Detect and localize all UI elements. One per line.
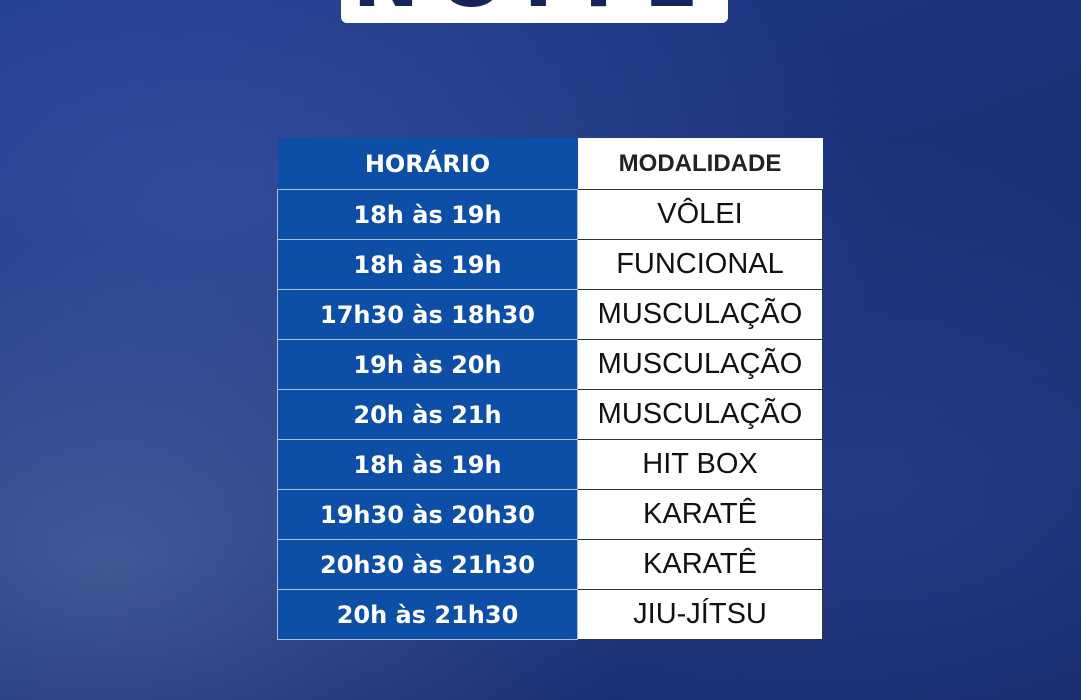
table-row: 19h30 às 20h30 KARATÊ [277,489,823,540]
horario-cell: 20h30 às 21h30 [277,539,578,590]
horario-cell: 20h às 21h [277,389,578,440]
table-row: 18h às 19h HIT BOX [277,439,823,490]
title-text: NOITE [341,0,728,19]
modalidade-cell: VÔLEI [577,189,823,240]
title-banner: NOITE [341,0,728,23]
modalidade-cell: MUSCULAÇÃO [577,339,823,390]
header-modalidade: MODALIDADE [577,138,823,190]
table-row: 18h às 19h VÔLEI [277,189,823,240]
header-horario: HORÁRIO [277,138,578,190]
table-row: 18h às 19h FUNCIONAL [277,239,823,290]
horario-cell: 18h às 19h [277,439,578,490]
table-row: 20h às 21h MUSCULAÇÃO [277,389,823,440]
modalidade-cell: MUSCULAÇÃO [577,289,823,340]
modalidade-cell: KARATÊ [577,539,823,590]
horario-cell: 19h às 20h [277,339,578,390]
horario-cell: 19h30 às 20h30 [277,489,578,540]
modalidade-cell: HIT BOX [577,439,823,490]
schedule-table: HORÁRIO MODALIDADE 18h às 19h VÔLEI 18h às… [277,138,823,640]
modalidade-cell: FUNCIONAL [577,239,823,290]
modalidade-cell: KARATÊ [577,489,823,540]
modalidade-cell: JIU-JÍTSU [577,589,823,640]
table-row: 20h30 às 21h30 KARATÊ [277,539,823,590]
horario-cell: 17h30 às 18h30 [277,289,578,340]
horario-cell: 18h às 19h [277,239,578,290]
modalidade-cell: MUSCULAÇÃO [577,389,823,440]
table-row: 20h às 21h30 JIU-JÍTSU [277,589,823,640]
table-row: 19h às 20h MUSCULAÇÃO [277,339,823,390]
horario-cell: 20h às 21h30 [277,589,578,640]
horario-cell: 18h às 19h [277,189,578,240]
header-row: HORÁRIO MODALIDADE [277,138,823,190]
table-row: 17h30 às 18h30 MUSCULAÇÃO [277,289,823,340]
